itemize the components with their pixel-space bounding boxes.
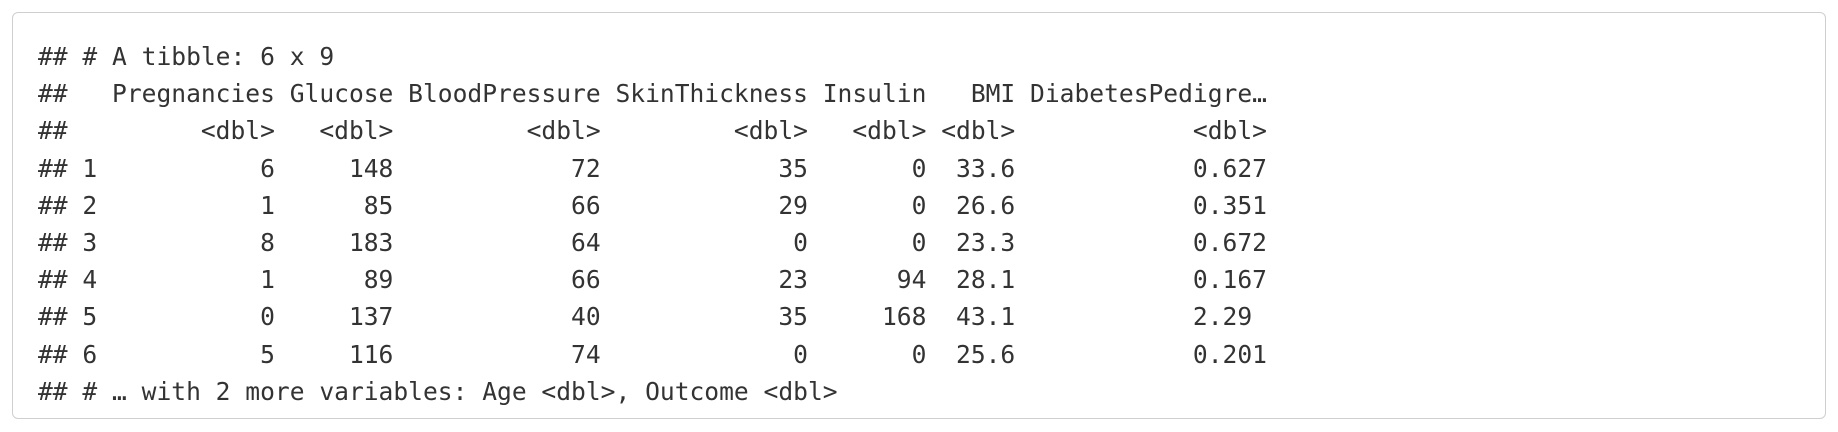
- table-row-2: ## 2 1 85 66 29 0 26.6 0.351: [38, 190, 1267, 220]
- column-types-line: ## <dbl> <dbl> <dbl> <dbl> <dbl> <dbl> <…: [38, 116, 1267, 146]
- table-row-3: ## 3 8 183 64 0 0 23.3 0.672: [38, 227, 1267, 257]
- tibble-printout: ## # A tibble: 6 x 9 ## Pregnancies Gluco…: [38, 38, 1825, 410]
- table-row-1: ## 1 6 148 72 35 0 33.6 0.627: [38, 153, 1267, 183]
- table-row-6: ## 6 5 116 74 0 0 25.6 0.201: [38, 339, 1267, 369]
- more-variables-footer: ## # … with 2 more variables: Age <dbl>,…: [38, 376, 838, 406]
- column-names-line: ## Pregnancies Glucose BloodPressure Ski…: [38, 79, 1267, 109]
- table-row-5: ## 5 0 137 40 35 168 43.1 2.29: [38, 302, 1267, 332]
- r-console-output-block: ## # A tibble: 6 x 9 ## Pregnancies Gluco…: [12, 12, 1826, 419]
- table-row-4: ## 4 1 89 66 23 94 28.1 0.167: [38, 265, 1267, 295]
- tibble-header-line: ## # A tibble: 6 x 9: [38, 42, 335, 71]
